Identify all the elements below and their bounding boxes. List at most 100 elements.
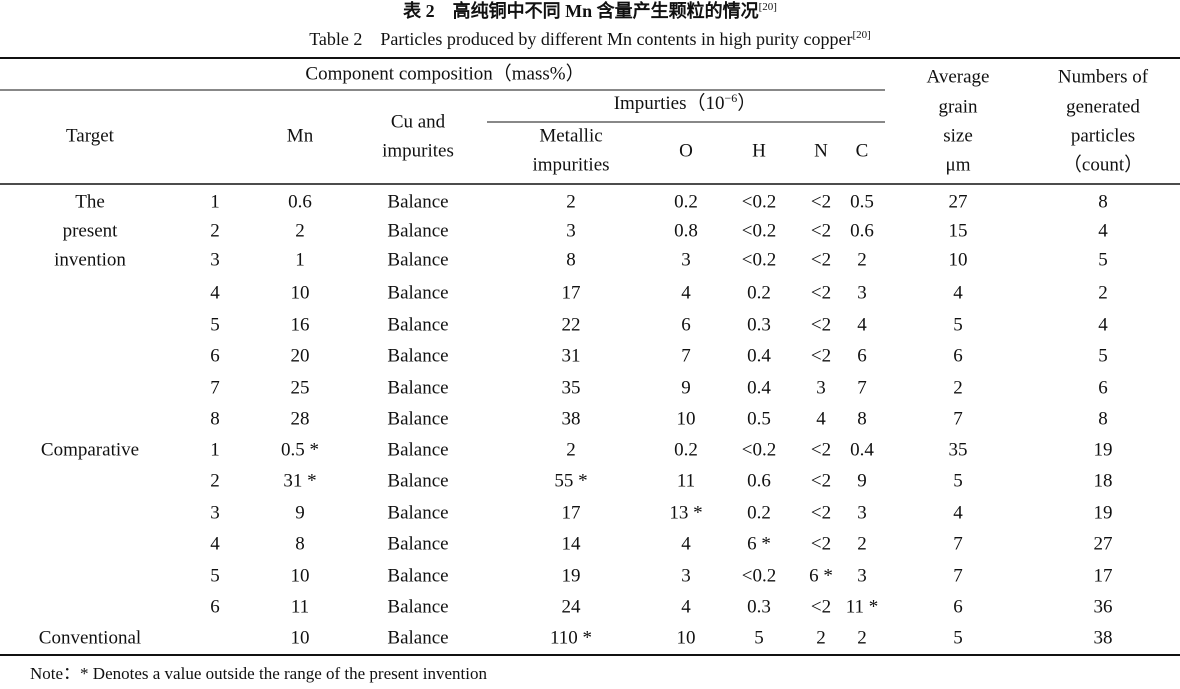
- cell: 4: [681, 533, 691, 554]
- cell: <2: [811, 596, 831, 617]
- cell: 2: [1098, 282, 1108, 303]
- cell: 5: [210, 314, 220, 335]
- cell: 0.5 *: [281, 439, 319, 460]
- cell: 3: [681, 249, 691, 270]
- cell: 1: [210, 191, 220, 212]
- header-text: Impurties（10: [614, 92, 725, 114]
- cell: Balance: [387, 314, 448, 335]
- cell: 4: [953, 502, 963, 523]
- header-group: Component composition（mass%）: [305, 62, 584, 84]
- cell: 2: [566, 439, 576, 460]
- cell: 3: [566, 220, 576, 241]
- cell: 38: [1094, 627, 1113, 648]
- cell: 0.6: [850, 220, 874, 241]
- cell: Balance: [387, 533, 448, 554]
- cell: Balance: [387, 377, 448, 398]
- cell: 9: [681, 377, 691, 398]
- cell: 17: [562, 282, 581, 303]
- cell: 0.2: [674, 191, 698, 212]
- cell: 7: [953, 408, 963, 429]
- column-header: generated: [1066, 96, 1140, 117]
- cell: 6: [953, 345, 963, 366]
- column-header: μm: [946, 154, 971, 175]
- cell: 0.6: [747, 470, 771, 491]
- cell: 7: [210, 377, 220, 398]
- cell: 2: [953, 377, 963, 398]
- cell: <2: [811, 470, 831, 491]
- cell: 20: [291, 345, 310, 366]
- cell: 5: [953, 470, 963, 491]
- cell: 31: [562, 345, 581, 366]
- cell: 5: [1098, 249, 1108, 270]
- column-header: C: [856, 140, 869, 161]
- cell: 4: [857, 314, 867, 335]
- cell: 7: [953, 533, 963, 554]
- cell: 4: [210, 533, 220, 554]
- title-cn: 表 2 高纯铜中不同 Mn 含量产生颗粒的情况[20]: [403, 0, 777, 21]
- cell: 2: [857, 533, 867, 554]
- cell: 3: [816, 377, 826, 398]
- cell: 3: [857, 282, 867, 303]
- cell: 10: [291, 627, 310, 648]
- cell: 4: [816, 408, 826, 429]
- cell: <2: [811, 502, 831, 523]
- cell: 0.2: [747, 502, 771, 523]
- cell: 2: [295, 220, 305, 241]
- row-group: Conventional: [39, 627, 141, 648]
- column-header: Cu and: [391, 111, 446, 132]
- cell: Balance: [387, 565, 448, 586]
- column-header: grain: [938, 96, 978, 117]
- cell: <2: [811, 249, 831, 270]
- cell: 3: [210, 249, 220, 270]
- cell: 1: [295, 249, 305, 270]
- cell: 0.2: [747, 282, 771, 303]
- row-group: Comparative: [41, 439, 139, 460]
- title-text: 表 2 高纯铜中不同 Mn 含量产生颗粒的情况: [403, 0, 759, 21]
- cell: Balance: [387, 596, 448, 617]
- cell: 5: [1098, 345, 1108, 366]
- cell: <2: [811, 282, 831, 303]
- cell: 17: [1094, 565, 1113, 586]
- cell: <2: [811, 345, 831, 366]
- cell: 4: [1098, 220, 1108, 241]
- cell: 3: [857, 565, 867, 586]
- row-group: invention: [54, 249, 126, 270]
- cell: <0.2: [742, 249, 776, 270]
- cell: 8: [210, 408, 220, 429]
- cell: 0.5: [850, 191, 874, 212]
- column-header: O: [679, 140, 693, 161]
- title-en: Table 2 Particles produced by different …: [309, 29, 871, 50]
- cell: 35: [562, 377, 581, 398]
- cell: 11 *: [846, 596, 879, 617]
- cell: <0.2: [742, 191, 776, 212]
- cell: 2: [210, 470, 220, 491]
- column-header: Average: [927, 66, 990, 87]
- cell: Balance: [387, 282, 448, 303]
- title-text: Table 2 Particles produced by different …: [309, 29, 852, 49]
- cell: 5: [754, 627, 764, 648]
- cell: 8: [1098, 408, 1108, 429]
- cell: Balance: [387, 439, 448, 460]
- column-header: particles: [1071, 125, 1135, 146]
- cell: 22: [562, 314, 581, 335]
- note: Note：* Denotes a value outside the range…: [30, 664, 487, 683]
- row-group: present: [63, 220, 119, 241]
- cell: Balance: [387, 191, 448, 212]
- cell: 8: [566, 249, 576, 270]
- cell: 27: [949, 191, 968, 212]
- cell: 5: [210, 565, 220, 586]
- cell: 8: [295, 533, 305, 554]
- column-header: impurities: [532, 154, 609, 175]
- cell: <2: [811, 533, 831, 554]
- cell: 10: [677, 408, 696, 429]
- cell: 6: [1098, 377, 1108, 398]
- cell: <0.2: [742, 220, 776, 241]
- cell: 4: [210, 282, 220, 303]
- column-header: Mn: [287, 125, 314, 146]
- cell: 3: [857, 502, 867, 523]
- column-header: H: [752, 140, 766, 161]
- cell: 6: [953, 596, 963, 617]
- cell: 7: [953, 565, 963, 586]
- cell: 28: [291, 408, 310, 429]
- column-header: size: [943, 125, 973, 146]
